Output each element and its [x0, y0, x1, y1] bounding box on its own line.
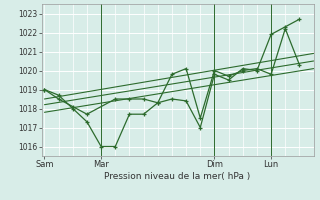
X-axis label: Pression niveau de la mer( hPa ): Pression niveau de la mer( hPa )	[104, 172, 251, 181]
